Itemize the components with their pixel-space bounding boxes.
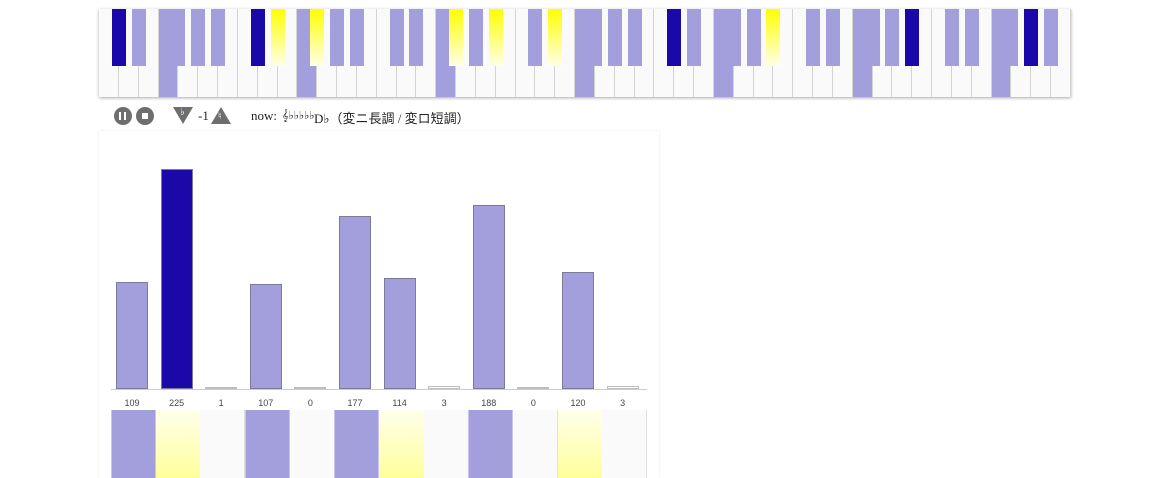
current-key-name: D♭（変ニ長調 / 変ロ短調） <box>314 111 470 126</box>
histogram-value-label: 0 <box>307 398 313 408</box>
key-d-sharp-octave-0[interactable] <box>131 9 146 66</box>
histogram-bar <box>339 215 371 389</box>
histogram-bar <box>562 271 594 389</box>
transpose-down-button[interactable]: ♭ <box>173 107 193 124</box>
pc-key-c-sharp[interactable] <box>155 410 201 478</box>
pc-key-d[interactable] <box>200 410 246 478</box>
key-a-sharp-octave-6[interactable] <box>1044 9 1059 66</box>
key-g-sharp-octave-6[interactable] <box>1024 9 1039 66</box>
histogram-value-label: 177 <box>347 398 363 408</box>
key-a-sharp-octave-3[interactable] <box>627 9 642 66</box>
piano-keyboard[interactable] <box>99 9 1071 97</box>
histogram-value-label: 225 <box>169 398 185 408</box>
key-d-sharp-octave-1[interactable] <box>270 9 285 66</box>
histogram-bar <box>383 277 416 389</box>
transport-bar: ♭ -1 ♮ now: 𝄞♭♭♭♭♭ D♭（変ニ長調 / 変ロ短調） <box>112 104 712 128</box>
now-label: now: <box>251 108 277 123</box>
key-g-sharp-octave-3[interactable] <box>607 9 622 66</box>
key-d-sharp-octave-4[interactable] <box>687 9 702 66</box>
key-f-sharp-octave-0[interactable] <box>171 9 186 66</box>
pc-key-f-sharp[interactable] <box>379 410 424 478</box>
key-c-sharp-octave-2[interactable] <box>389 9 404 66</box>
flat-icon: ♭ <box>180 107 185 118</box>
key-a-sharp-octave-5[interactable] <box>905 9 920 66</box>
key-d-sharp-octave-2[interactable] <box>409 9 424 66</box>
key-a-sharp-octave-0[interactable] <box>211 9 226 66</box>
key-c-sharp-octave-3[interactable] <box>528 9 543 66</box>
key-g-sharp-octave-4[interactable] <box>746 9 761 66</box>
key-f-sharp-octave-6[interactable] <box>1004 9 1019 66</box>
histogram-value-label: 3 <box>441 398 447 408</box>
histogram-value-label: 120 <box>570 398 586 408</box>
stop-icon <box>142 113 148 119</box>
transpose-up-button[interactable]: ♮ <box>211 107 231 124</box>
pc-key-b[interactable] <box>602 410 648 478</box>
histogram-value-label: 114 <box>392 398 407 408</box>
histogram-value-label: 3 <box>620 398 626 408</box>
key-d-sharp-octave-3[interactable] <box>548 9 563 66</box>
pc-key-d-sharp[interactable] <box>245 410 290 478</box>
key-f-sharp-octave-4[interactable] <box>726 9 741 66</box>
pc-key-c[interactable] <box>111 410 156 478</box>
key-d-sharp-octave-5[interactable] <box>825 9 840 66</box>
key-a-sharp-octave-2[interactable] <box>488 9 503 66</box>
histogram-bar <box>606 386 639 389</box>
key-d-sharp-octave-6[interactable] <box>964 9 979 66</box>
histogram-baseline <box>111 389 647 390</box>
histogram-value-label: 1 <box>218 398 224 408</box>
histogram-value-label: 188 <box>481 398 497 408</box>
pc-key-g[interactable] <box>423 410 469 478</box>
pause-button[interactable] <box>114 107 132 125</box>
key-a-sharp-octave-4[interactable] <box>766 9 781 66</box>
key-g-sharp-octave-1[interactable] <box>330 9 345 66</box>
pc-key-g-sharp[interactable] <box>468 410 514 478</box>
key-c-sharp-octave-4[interactable] <box>667 9 682 66</box>
histogram-bar <box>249 284 282 389</box>
pitch-class-histogram: 109 225 1 107 0 177 114 3 188 0 120 3 <box>99 131 659 478</box>
pc-key-a-sharp[interactable] <box>557 410 603 478</box>
key-f-sharp-octave-2[interactable] <box>449 9 464 66</box>
key-g-sharp-octave-5[interactable] <box>885 9 900 66</box>
stop-button[interactable] <box>136 107 154 125</box>
histogram-bar <box>294 387 327 389</box>
histogram-bar <box>517 387 550 389</box>
histogram-bar <box>116 282 148 389</box>
key-f-sharp-octave-1[interactable] <box>310 9 325 66</box>
key-f-sharp-octave-5[interactable] <box>865 9 880 66</box>
pc-key-a[interactable] <box>513 410 558 478</box>
key-c-sharp-octave-5[interactable] <box>806 9 821 66</box>
histogram-bar <box>472 205 505 389</box>
pc-key-e[interactable] <box>289 410 335 478</box>
histogram-bar <box>205 387 238 389</box>
transpose-value: -1 <box>198 108 209 123</box>
pause-icon <box>119 112 121 120</box>
histogram-value-label: 107 <box>258 398 274 408</box>
key-g-sharp-octave-0[interactable] <box>191 9 206 66</box>
histogram-bar <box>428 386 461 389</box>
key-c-sharp-octave-6[interactable] <box>944 9 959 66</box>
key-c-sharp-octave-0[interactable] <box>111 9 126 66</box>
histogram-bar <box>160 169 193 389</box>
key-c-sharp-octave-1[interactable] <box>250 9 265 66</box>
key-signature-icon: 𝄞♭♭♭♭♭ <box>282 109 315 122</box>
natural-icon: ♮ <box>218 111 222 122</box>
key-g-sharp-octave-2[interactable] <box>468 9 483 66</box>
histogram-value-label: 109 <box>124 398 140 408</box>
pc-key-f[interactable] <box>334 410 380 478</box>
key-a-sharp-octave-1[interactable] <box>349 9 364 66</box>
key-f-sharp-octave-3[interactable] <box>587 9 602 66</box>
histogram-value-label: 0 <box>530 398 536 408</box>
